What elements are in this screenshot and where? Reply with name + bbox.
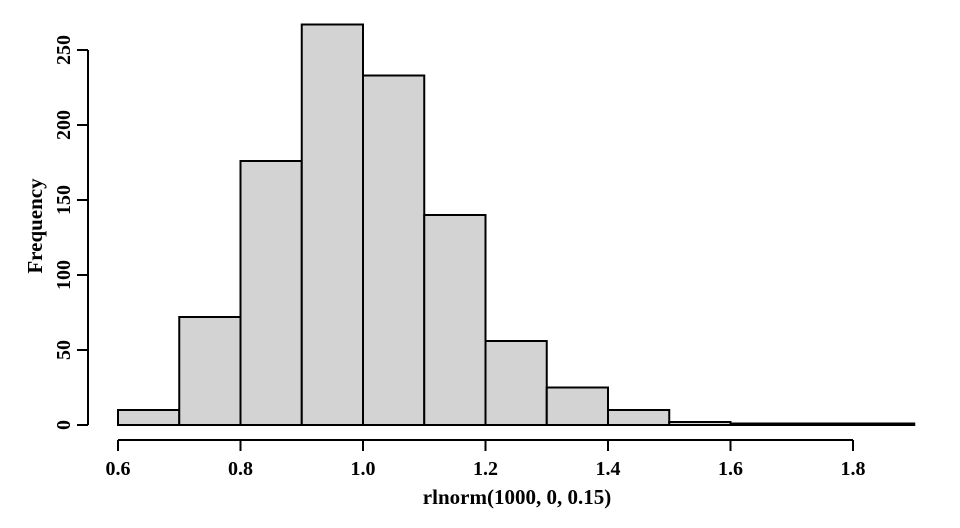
x-tick-label: 1.6 [718, 458, 743, 480]
x-tick-label: 1.2 [473, 458, 498, 480]
histogram-bar [423, 214, 487, 426]
y-tick-label: 50 [53, 340, 75, 360]
x-tick-label: 1.8 [841, 458, 866, 480]
histogram-bar [178, 316, 242, 426]
y-tick-label: 150 [53, 185, 75, 215]
histogram-bar [545, 386, 609, 426]
x-tick-label: 0.8 [228, 458, 253, 480]
x-axis-title: rlnorm(1000, 0, 0.15) [423, 485, 611, 509]
x-tick-label: 1.4 [596, 458, 621, 480]
histogram-bar [484, 340, 548, 426]
histogram-bar [362, 74, 426, 426]
x-tick-label: 1.0 [351, 458, 376, 480]
histogram-bar [239, 160, 303, 426]
x-tick-label: 0.6 [106, 458, 131, 480]
histogram-bar [852, 422, 916, 426]
y-tick-label: 100 [53, 260, 75, 290]
y-tick-label: 250 [53, 35, 75, 65]
y-tick-label: 200 [53, 110, 75, 140]
histogram-bar [607, 409, 671, 426]
histogram-bar [117, 409, 181, 426]
histogram-bar [729, 422, 793, 426]
histogram-bar [300, 23, 364, 426]
histogram-bar [790, 422, 854, 426]
bars-group [117, 23, 916, 426]
x-axis: 0.6 0.8 1.0 1.2 1.4 1.6 1.8 [106, 439, 866, 480]
y-tick-label: 0 [53, 420, 75, 430]
y-axis-title: Frequency [23, 178, 47, 274]
histogram-bar [668, 421, 732, 426]
y-axis: 0 50 100 150 200 250 [53, 35, 89, 430]
